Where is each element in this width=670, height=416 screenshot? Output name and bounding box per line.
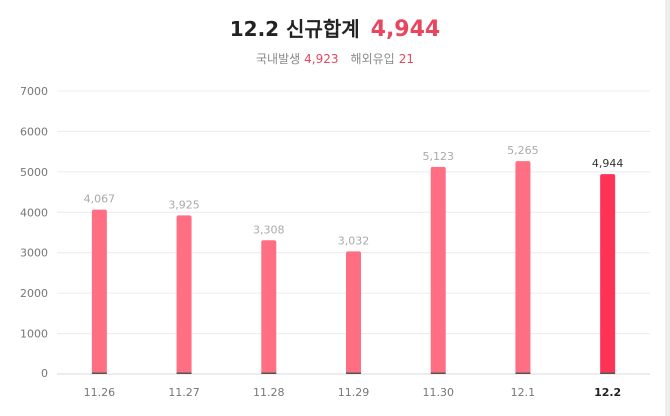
y-tick-label: 1000 xyxy=(20,328,48,341)
title-date-label: 12.2 신규합계 xyxy=(229,17,360,41)
bar-value-label: 5,123 xyxy=(422,150,454,163)
bar-value-label: 5,265 xyxy=(507,144,539,157)
bar-base xyxy=(600,372,616,374)
x-tick-label: 11.29 xyxy=(338,386,370,399)
chart-title: 12.2 신규합계 4,944 xyxy=(0,14,670,45)
y-tick-label: 0 xyxy=(41,367,48,380)
bar xyxy=(346,251,361,374)
x-tick-label: 11.27 xyxy=(168,386,200,399)
chart-header: 12.2 신규합계 4,944 국내발생 4,923 해외유입 21 xyxy=(0,14,670,67)
overseas-label: 해외유입 xyxy=(350,52,395,66)
bar xyxy=(91,209,107,374)
bar-value-label: 4,944 xyxy=(592,157,624,170)
bar-base xyxy=(91,372,107,374)
y-tick-label: 6000 xyxy=(20,125,48,138)
bar-base xyxy=(261,372,277,374)
x-tick-label: 12.1 xyxy=(511,386,536,399)
bar-base xyxy=(176,372,192,374)
domestic-value: 4,923 xyxy=(304,52,339,66)
bar xyxy=(600,174,616,374)
y-tick-label: 4000 xyxy=(20,206,48,219)
bar-base xyxy=(430,372,446,374)
x-tick-label: 11.28 xyxy=(253,386,285,399)
bar-value-label: 3,308 xyxy=(253,223,285,236)
y-tick-label: 7000 xyxy=(20,85,48,98)
bar xyxy=(515,161,531,374)
y-tick-label: 5000 xyxy=(20,166,48,179)
x-tick-label: 11.30 xyxy=(422,386,454,399)
bar-base xyxy=(346,372,361,374)
chart-subtitle: 국내발생 4,923 해외유입 21 xyxy=(0,51,670,67)
right-border xyxy=(665,0,670,416)
bar xyxy=(176,215,192,374)
bar xyxy=(261,240,277,374)
y-tick-label: 3000 xyxy=(20,247,48,260)
domestic-label: 국내발생 xyxy=(256,52,301,66)
bar xyxy=(430,166,446,374)
bar-value-label: 3,925 xyxy=(168,198,200,211)
overseas-value: 21 xyxy=(398,52,414,66)
title-total-value: 4,944 xyxy=(370,17,441,42)
x-tick-label: 12.2 xyxy=(594,386,621,399)
y-tick-label: 2000 xyxy=(20,287,48,300)
bar-value-label: 3,032 xyxy=(338,234,370,247)
x-tick-label: 11.26 xyxy=(84,386,116,399)
bar-value-label: 4,067 xyxy=(84,193,116,206)
bar-base xyxy=(515,372,531,374)
